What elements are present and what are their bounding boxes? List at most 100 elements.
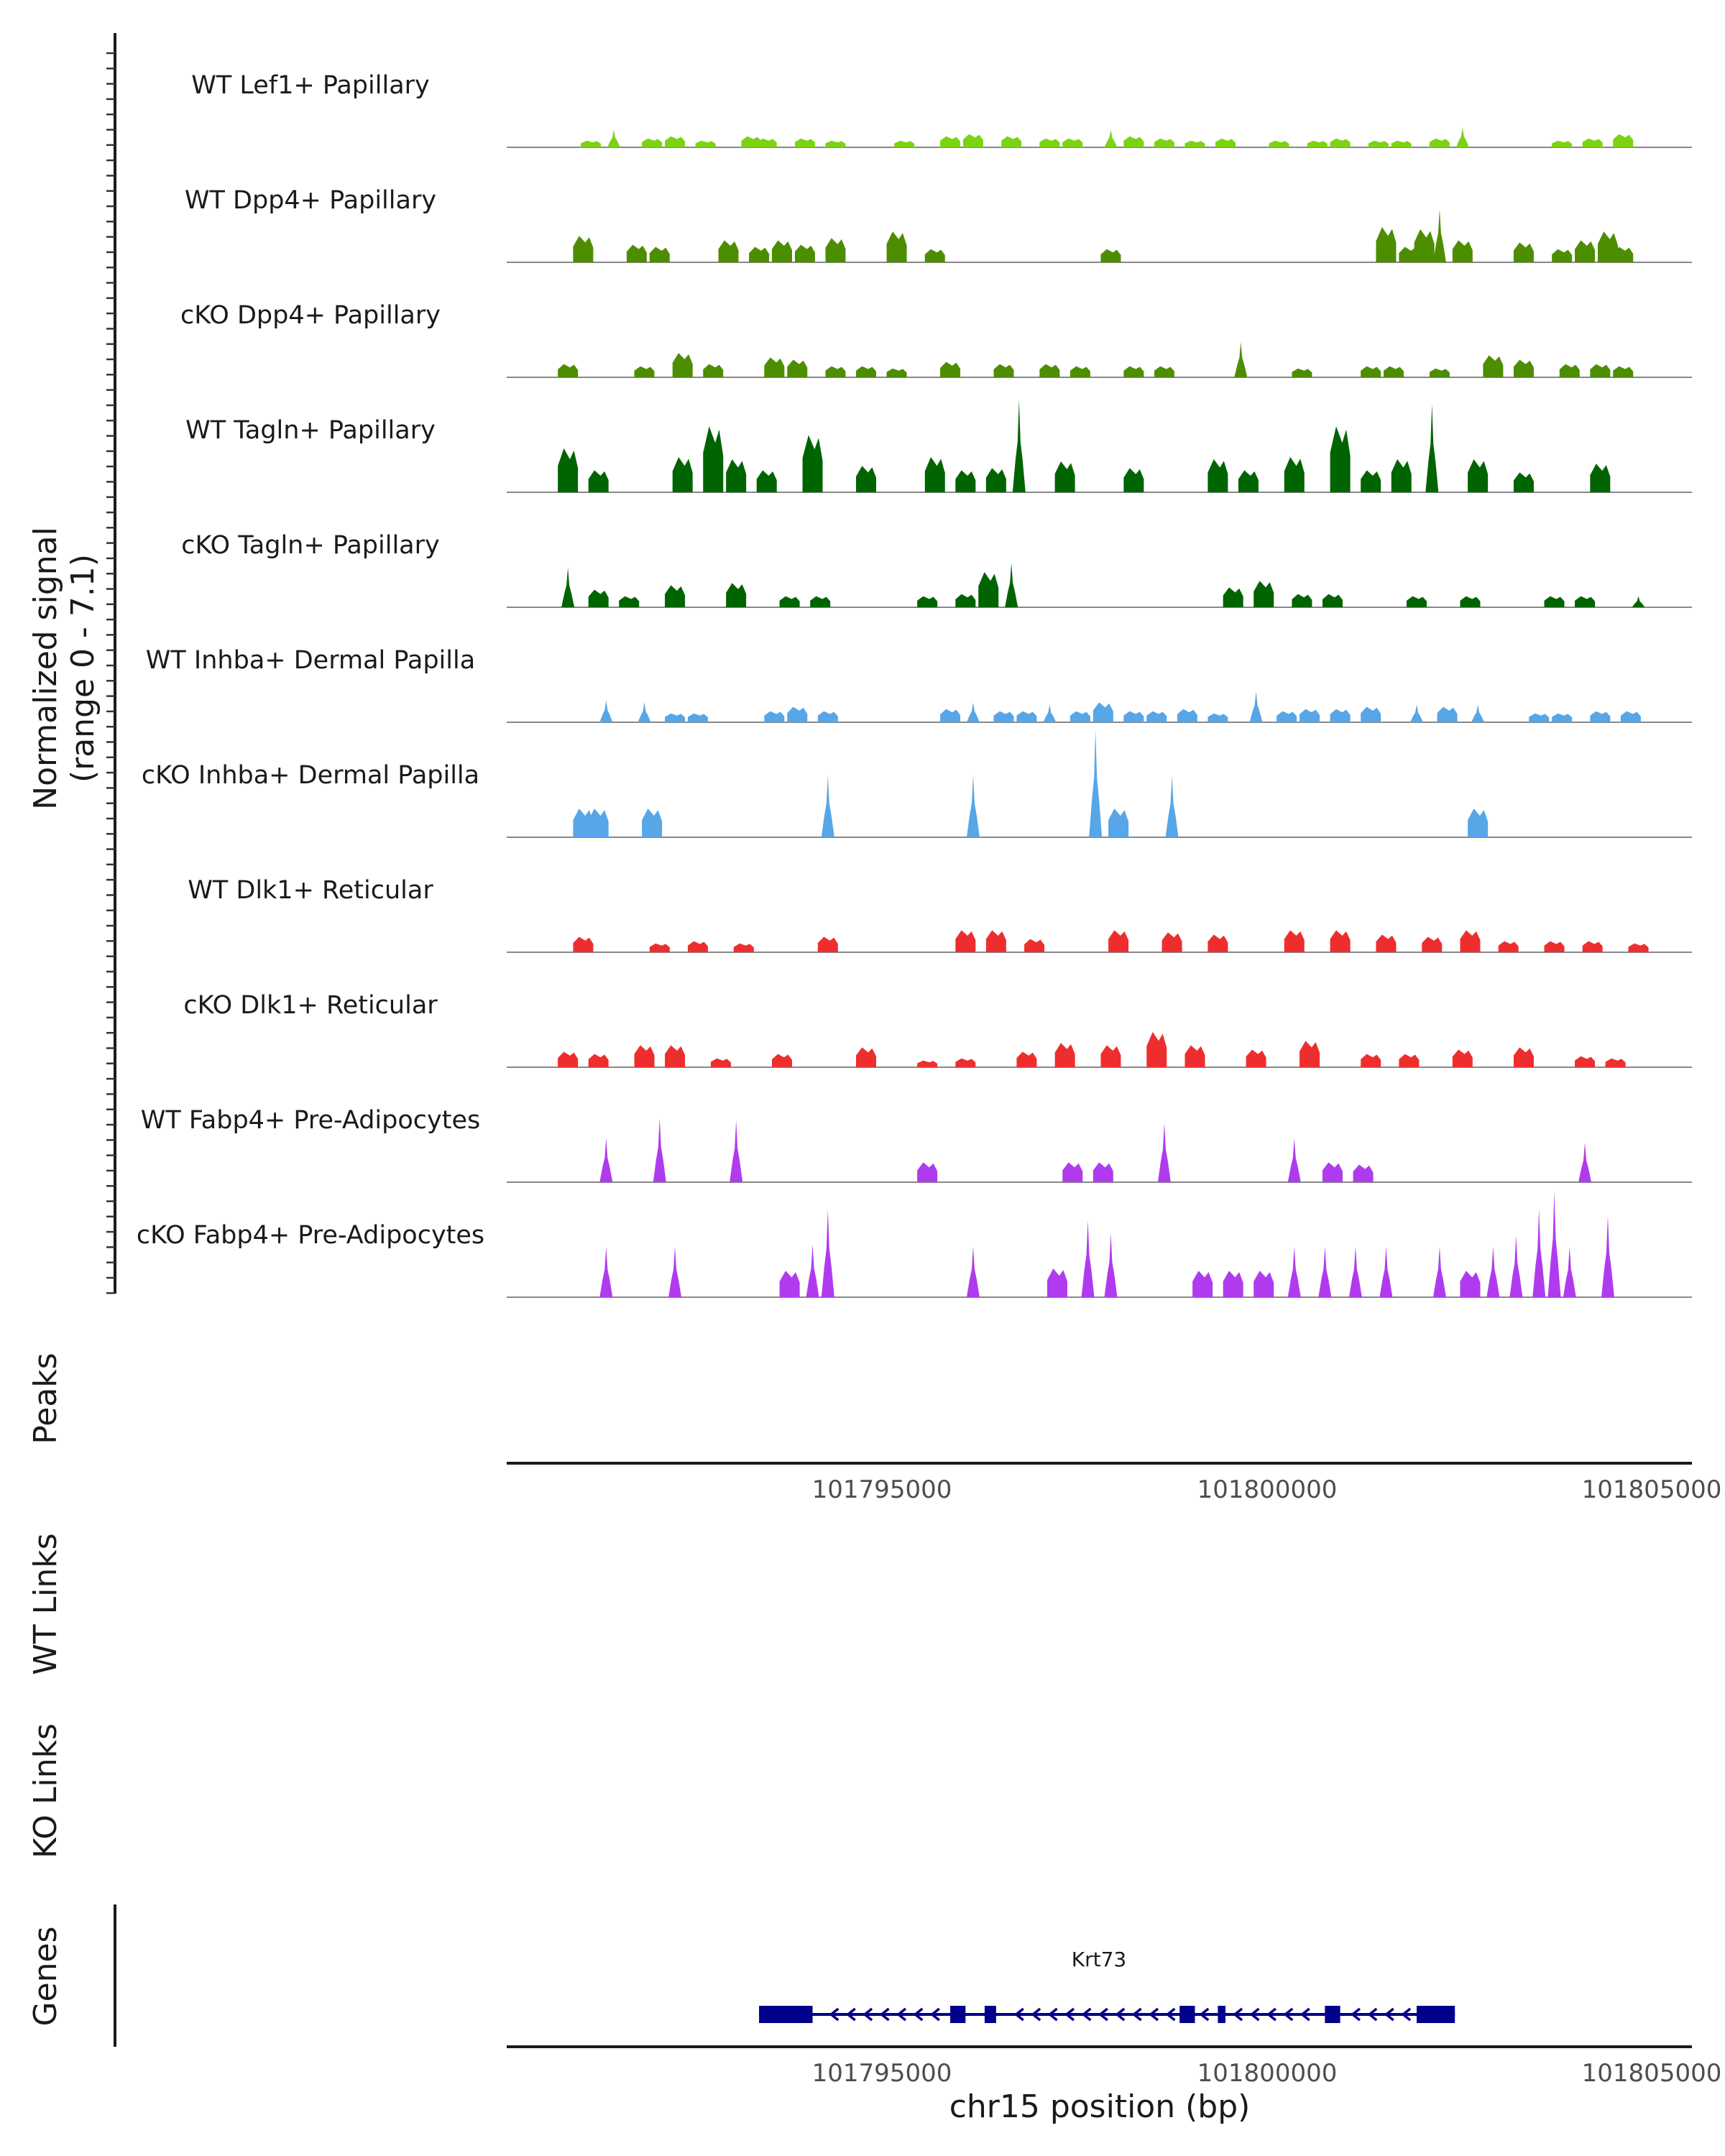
gene-exon [950,2006,966,2023]
signal-peak [1590,364,1611,377]
signal-peak [1254,581,1274,607]
strand-arrow [1283,2007,1294,2022]
strand-arrow [1165,2007,1176,2022]
strand-arrow [1047,2007,1058,2022]
signal-peak [1628,943,1649,952]
signal-peak [1582,138,1603,147]
signal-peak [1513,472,1534,492]
signal-peak [886,231,907,262]
signal-peak [756,470,777,492]
signal-peak [573,808,594,837]
strand-arrow [1401,2007,1412,2022]
signal-peak [665,713,686,722]
signal-peak [668,1246,682,1297]
signal-peak [1054,1043,1075,1067]
signal-peak [1425,404,1439,492]
signal-peak [966,1246,980,1297]
signal-peak [558,364,579,377]
signal-peak [1070,366,1090,377]
signal-peak [1100,1045,1121,1067]
track-label: WT Dpp4+ Papillary [185,186,436,215]
signal-peak [1529,713,1550,722]
signal-peak [924,456,945,492]
signal-peak [558,448,579,492]
track-label: WT Lef1+ Papillary [191,71,430,100]
signal-peak [1578,1142,1592,1182]
signal-peak [817,936,838,952]
signal-peak [687,941,708,952]
signal-peak [856,366,877,377]
y-axis-range: (range 0 - 7.1) [65,554,101,783]
strand-arrow [862,2007,873,2022]
track-9: cKO Dlk1+ Reticular [183,991,1692,1068]
signal-peak [1407,596,1427,607]
signal-peak [1005,563,1018,607]
signal-peak [1184,140,1205,147]
gene-exon [1417,2006,1455,2023]
signal-peak [1422,936,1443,952]
signal-peak [779,1271,800,1297]
signal-peak [1384,366,1404,377]
signal-peak [1062,1162,1083,1182]
track-label: cKO Inhba+ Dermal Papilla [142,761,479,790]
signal-peak [703,364,724,377]
signal-peak [1361,1054,1381,1067]
signal-peak [1532,1209,1546,1297]
signal-peak [1123,468,1144,492]
strand-arrow [1351,2007,1361,2022]
signal-peak [1620,711,1641,722]
signal-peak [726,583,747,607]
signal-peak [1330,709,1351,722]
signal-peak [1024,939,1045,952]
signal-peak [1292,368,1312,377]
strand-arrow [1367,2007,1378,2022]
signal-peak [1613,366,1634,377]
signal-peak [1559,364,1580,377]
signal-peak [1575,1056,1596,1067]
signal-peak [573,236,594,262]
signal-peak [1234,341,1248,377]
gene-exon [1325,2006,1340,2023]
signal-peak [1632,596,1645,607]
signal-peak [1468,808,1489,837]
signal-peak [1249,691,1263,722]
signal-peak [599,1138,613,1182]
signal-peak [726,459,747,492]
strand-arrow [1064,2007,1075,2022]
x-tick-label: 101800000 [1197,1475,1338,1504]
signal-peak [1460,1271,1481,1297]
signal-peak [1353,1164,1374,1182]
signal-peak [1513,1047,1534,1067]
y-axis-title: Normalized signal [27,527,64,810]
signal-peak [1498,941,1519,952]
signal-peak [1348,1246,1362,1297]
x-tick-label: 101795000 [812,1475,952,1504]
signal-peak [856,1047,877,1067]
signal-peak [1414,229,1435,262]
signal-peak [1330,426,1351,492]
signal-peak [619,596,640,607]
signal-peak [1452,240,1473,262]
signal-peak [1368,140,1389,147]
signal-peak [787,359,808,377]
signal-peak [558,1051,579,1067]
signal-peak [1432,1246,1446,1297]
signal-peak [1300,709,1320,722]
signal-peak [695,140,716,147]
signal-peak [825,238,846,262]
signal-peak [810,596,831,607]
signal-peak [1016,711,1037,722]
ko-links-track-label: KO Links [27,1723,64,1858]
genes-track-label: Genes [27,1926,64,2026]
signal-peak [1552,249,1573,262]
signal-peak [1046,1268,1067,1297]
strand-arrow [1131,2007,1142,2022]
signal-peak [821,1209,834,1297]
signal-peak [653,1118,666,1182]
signal-peak [665,136,686,147]
signal-peak [802,435,823,492]
gene-name-label: Krt73 [1072,1948,1126,1971]
signal-peak [1376,934,1397,952]
signal-peak [1154,366,1174,377]
signal-peak [985,930,1006,952]
